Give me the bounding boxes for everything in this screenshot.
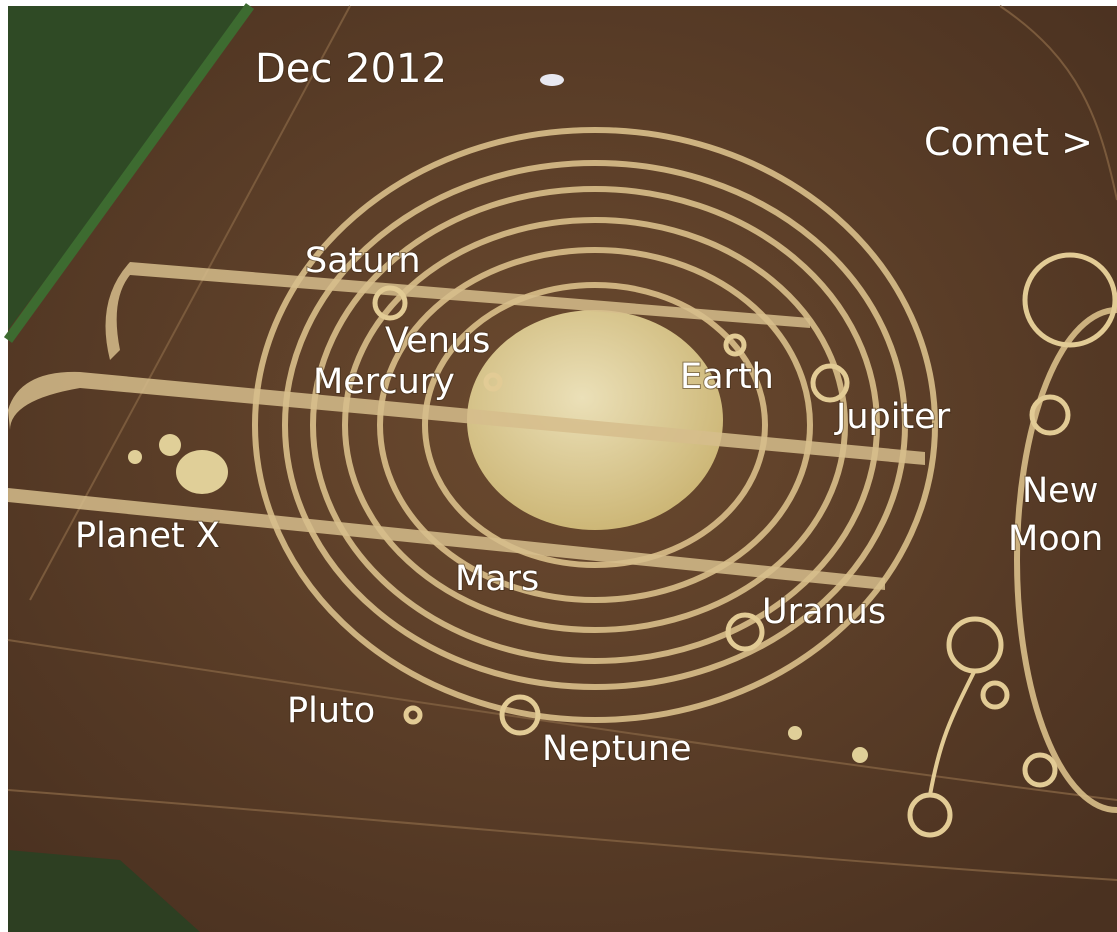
bands (8, 262, 925, 590)
planets (128, 74, 1117, 838)
label: Planet X (75, 516, 220, 556)
label: Uranus (762, 592, 886, 632)
label: Venus (385, 321, 490, 361)
label: Mercury (313, 362, 455, 402)
hedge (3, 3, 255, 343)
label: Pluto (287, 691, 375, 731)
rings (252, 127, 1117, 813)
label: Jupiter (834, 397, 951, 437)
label: Dec 2012 (255, 46, 447, 92)
label: Comet > (924, 120, 1093, 164)
label: New (1022, 471, 1098, 511)
trees (8, 850, 200, 932)
label: Mars (455, 559, 539, 599)
label: Neptune (542, 729, 692, 769)
sun (467, 310, 723, 530)
label: Saturn (305, 241, 421, 281)
label: Earth (680, 357, 774, 397)
label: Moon (1008, 519, 1103, 559)
